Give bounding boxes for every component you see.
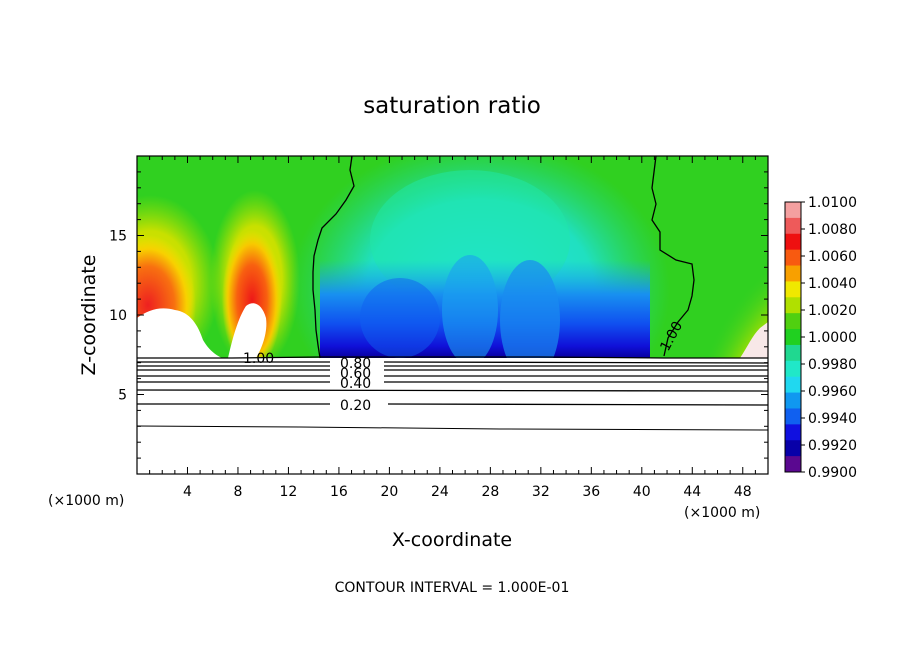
colorbar-label: 1.0040 — [808, 276, 857, 292]
y-axis: 5 10 15 — [109, 171, 768, 459]
x-tick-label: 20 — [380, 484, 398, 500]
contour-1.00-right — [651, 155, 695, 357]
chart-title: saturation ratio — [363, 93, 541, 119]
x-tick-label: 32 — [532, 484, 550, 500]
colorbar-swatch — [785, 329, 801, 346]
x-tick-label: 8 — [233, 484, 242, 500]
colorbar-swatch — [785, 217, 801, 235]
colorbar-label: 1.0060 — [808, 249, 857, 265]
contour-1.00-left — [312, 155, 355, 359]
colorbar-label: 0.9940 — [808, 411, 857, 427]
colorbar-swatch — [785, 249, 801, 267]
x-unit-left: (×1000 m) — [48, 493, 124, 509]
colorbar-swatch — [785, 408, 801, 425]
contour-interval-note: CONTOUR INTERVAL = 1.000E-01 — [335, 580, 570, 596]
colorbar-swatch — [785, 202, 801, 219]
contour-0.20 — [137, 403, 769, 406]
colorbar-swatch — [785, 456, 801, 473]
x-axis: 4 8 12 16 20 24 28 32 36 40 44 48 — [149, 156, 756, 500]
plot-area — [137, 156, 768, 474]
colorbar-label: 1.0020 — [808, 303, 857, 319]
colorbar-label: 0.9900 — [808, 465, 857, 481]
contour-0.10 — [136, 425, 769, 431]
colorbar-label: 1.0000 — [808, 330, 857, 346]
x-unit-right: (×1000 m) — [684, 505, 760, 521]
y-tick-label: 15 — [109, 229, 127, 245]
contour-label-0.40: 0.40 — [340, 376, 371, 392]
y-tick-label: 5 — [118, 388, 127, 404]
x-tick-label: 40 — [633, 484, 651, 500]
contour-label-0.80: 0.80 — [340, 356, 371, 372]
colorbar-label: 1.0100 — [808, 195, 857, 211]
colorbar-swatch — [785, 281, 801, 298]
x-tick-label: 44 — [683, 484, 701, 500]
x-tick-label: 24 — [431, 484, 449, 500]
colorbar-swatch — [785, 313, 801, 330]
contour-0.80 — [137, 361, 769, 364]
contour-labels: 1.00 1.00 0.80 0.60 0.40 0.20 — [243, 319, 686, 414]
colorbar-swatch — [785, 392, 801, 409]
colorbar-label: 0.9960 — [808, 384, 857, 400]
x-tick-label: 16 — [330, 484, 348, 500]
y-axis-label: Z-coordinate — [78, 255, 100, 376]
x-tick-label: 48 — [734, 484, 752, 500]
y-tick-label: 10 — [109, 308, 127, 324]
colorbar-label: 1.0080 — [808, 222, 857, 238]
x-tick-label: 4 — [183, 484, 192, 500]
x-axis-label: X-coordinate — [392, 529, 512, 551]
contour-1.00-base — [137, 356, 768, 359]
contour-label-1.00-left: 1.00 — [243, 351, 274, 367]
x-tick-label: 28 — [481, 484, 499, 500]
colorbar: 1.0100 1.0080 1.0060 1.0040 1.0020 1.0000 0.99… — [784, 195, 857, 481]
colorbar-swatch — [785, 424, 801, 441]
colorbar-label: 0.9920 — [808, 438, 857, 454]
colorbar-swatch — [785, 360, 801, 378]
x-tick-label: 36 — [582, 484, 600, 500]
x-tick-label: 12 — [280, 484, 298, 500]
contour-lines — [136, 155, 769, 431]
colorbar-swatch — [785, 265, 801, 282]
colorbar-swatch — [785, 344, 801, 362]
colorbar-swatch — [785, 376, 801, 394]
contour-label-0.60: 0.60 — [340, 366, 371, 382]
colorbar-swatch — [785, 440, 801, 457]
colorbar-swatch — [785, 233, 801, 251]
contour-label-0.20: 0.20 — [340, 398, 371, 414]
contour-0.30 — [136, 389, 769, 392]
colorbar-swatch — [785, 297, 801, 314]
colorbar-label: 0.9980 — [808, 357, 857, 373]
